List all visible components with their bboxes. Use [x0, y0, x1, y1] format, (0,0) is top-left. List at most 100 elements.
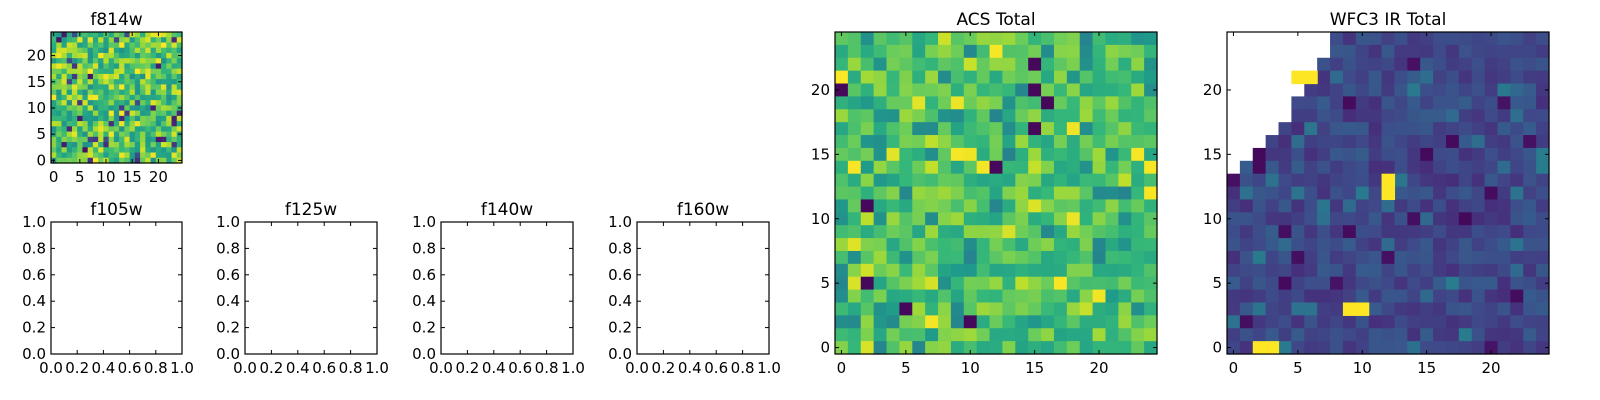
heatmap-cell: [1131, 199, 1145, 213]
heatmap-cell: [129, 89, 136, 96]
heatmap-cell: [1317, 186, 1331, 201]
heatmap-cell: [150, 105, 157, 112]
heatmap-cell: [1144, 263, 1158, 278]
heatmap-cell: [1368, 225, 1383, 239]
heatmap-cell: [1445, 315, 1460, 329]
heatmap-cell: [134, 79, 141, 85]
heatmap-cell: [1118, 263, 1132, 278]
heatmap-cell: [51, 63, 57, 70]
heatmap-cell: [1118, 315, 1132, 329]
heatmap-cell: [1342, 57, 1357, 72]
y-tick-label: 1.0: [216, 213, 240, 231]
heatmap-cell: [145, 47, 152, 54]
heatmap-cell: [1420, 44, 1434, 59]
heatmap-cell: [1265, 302, 1280, 316]
heatmap-cell: [1471, 122, 1486, 136]
heatmap-cell: [989, 57, 1004, 72]
heatmap-cell: [171, 89, 178, 96]
heatmap-cell: [1394, 199, 1408, 213]
heatmap-cell: [1510, 135, 1524, 149]
heatmap-cell: [108, 52, 115, 59]
x-tick-label: 20: [1481, 359, 1500, 377]
x-tick-label: 20: [1089, 359, 1108, 377]
heatmap-cell: [155, 105, 162, 112]
heatmap-cell: [161, 68, 167, 75]
heatmap-cell: [1394, 238, 1408, 252]
heatmap-cell: [1304, 160, 1318, 175]
heatmap-cell: [1342, 122, 1357, 136]
heatmap-cell: [1536, 135, 1550, 149]
heatmap-cell: [1227, 238, 1241, 252]
heatmap-cell: [1002, 238, 1016, 252]
heatmap-cell: [98, 115, 104, 122]
heatmap-cell: [989, 289, 1004, 304]
heatmap-cell: [1105, 96, 1119, 110]
x-tick-label: 1.0: [757, 359, 781, 377]
heatmap-cell: [1510, 199, 1524, 213]
heatmap-cell: [155, 84, 162, 91]
heatmap-cell: [66, 115, 73, 122]
heatmap-cell: [129, 110, 136, 117]
heatmap-cell: [98, 94, 104, 101]
heatmap-cell: [134, 73, 141, 80]
heatmap-cell: [1394, 57, 1408, 72]
heatmap-cell: [1118, 238, 1132, 252]
heatmap-cells: [51, 32, 183, 164]
heatmap-cell: [1445, 57, 1460, 72]
heatmap-cell: [1381, 328, 1396, 342]
heatmap-cell: [103, 58, 110, 65]
heatmap-cell: [1105, 341, 1119, 355]
heatmap-cell: [1484, 44, 1499, 59]
heatmap-cell: [1118, 96, 1132, 110]
heatmap-cell: [899, 302, 913, 316]
heatmap-cell: [171, 68, 178, 75]
heatmap-cell: [161, 152, 167, 159]
heatmap-cell: [87, 131, 94, 138]
heatmap-cell: [1484, 70, 1499, 85]
heatmap-cell: [847, 57, 862, 72]
heatmap-cell: [1471, 315, 1486, 329]
heatmap-cell: [860, 250, 875, 265]
heatmap-cell: [140, 142, 146, 148]
heatmap-cell: [166, 63, 173, 70]
heatmap-cell: [1015, 44, 1029, 59]
heatmap-cell: [103, 136, 110, 143]
heatmap-cell: [963, 160, 978, 175]
heatmap-cell: [1394, 96, 1408, 110]
heatmap-cell: [1041, 302, 1055, 316]
heatmap-cell: [938, 57, 952, 72]
y-tick-label: 0.8: [412, 239, 436, 257]
heatmap-cell: [119, 157, 125, 164]
heatmap-cell: [1002, 160, 1016, 175]
heatmap-cell: [1407, 160, 1421, 175]
heatmap-cell: [134, 131, 141, 138]
heatmap-cell: [1304, 263, 1318, 278]
heatmap-cell: [912, 109, 926, 123]
heatmap-cell: [950, 328, 965, 342]
heatmap-cell: [1291, 276, 1305, 291]
heatmap-cell: [1079, 341, 1094, 355]
heatmap-cell: [899, 199, 913, 213]
heatmap-cell: [113, 147, 120, 154]
heatmap-cell: [1330, 122, 1344, 136]
heatmap-cell: [963, 109, 978, 123]
heatmap-cell: [1342, 315, 1357, 329]
heatmap-cell: [1368, 315, 1383, 329]
heatmap-cell: [938, 173, 952, 188]
heatmap-cell: [835, 70, 849, 85]
heatmap-cell: [1079, 160, 1094, 175]
heatmap-cell: [1002, 70, 1016, 85]
heatmap-cell: [61, 84, 68, 91]
heatmap-cell: [87, 121, 94, 127]
heatmap-cell: [1484, 276, 1499, 291]
heatmap-cell: [1420, 341, 1434, 355]
heatmap-cell: [1041, 289, 1055, 304]
heatmap-cell: [950, 302, 965, 316]
heatmap-cell: [1079, 147, 1094, 162]
heatmap-cell: [51, 73, 57, 80]
heatmap-cell: [1015, 122, 1029, 136]
heatmap-cell: [1497, 212, 1511, 226]
heatmap-cell: [860, 328, 875, 342]
heatmap-cell: [1536, 57, 1550, 72]
heatmap-cell: [1227, 263, 1241, 278]
